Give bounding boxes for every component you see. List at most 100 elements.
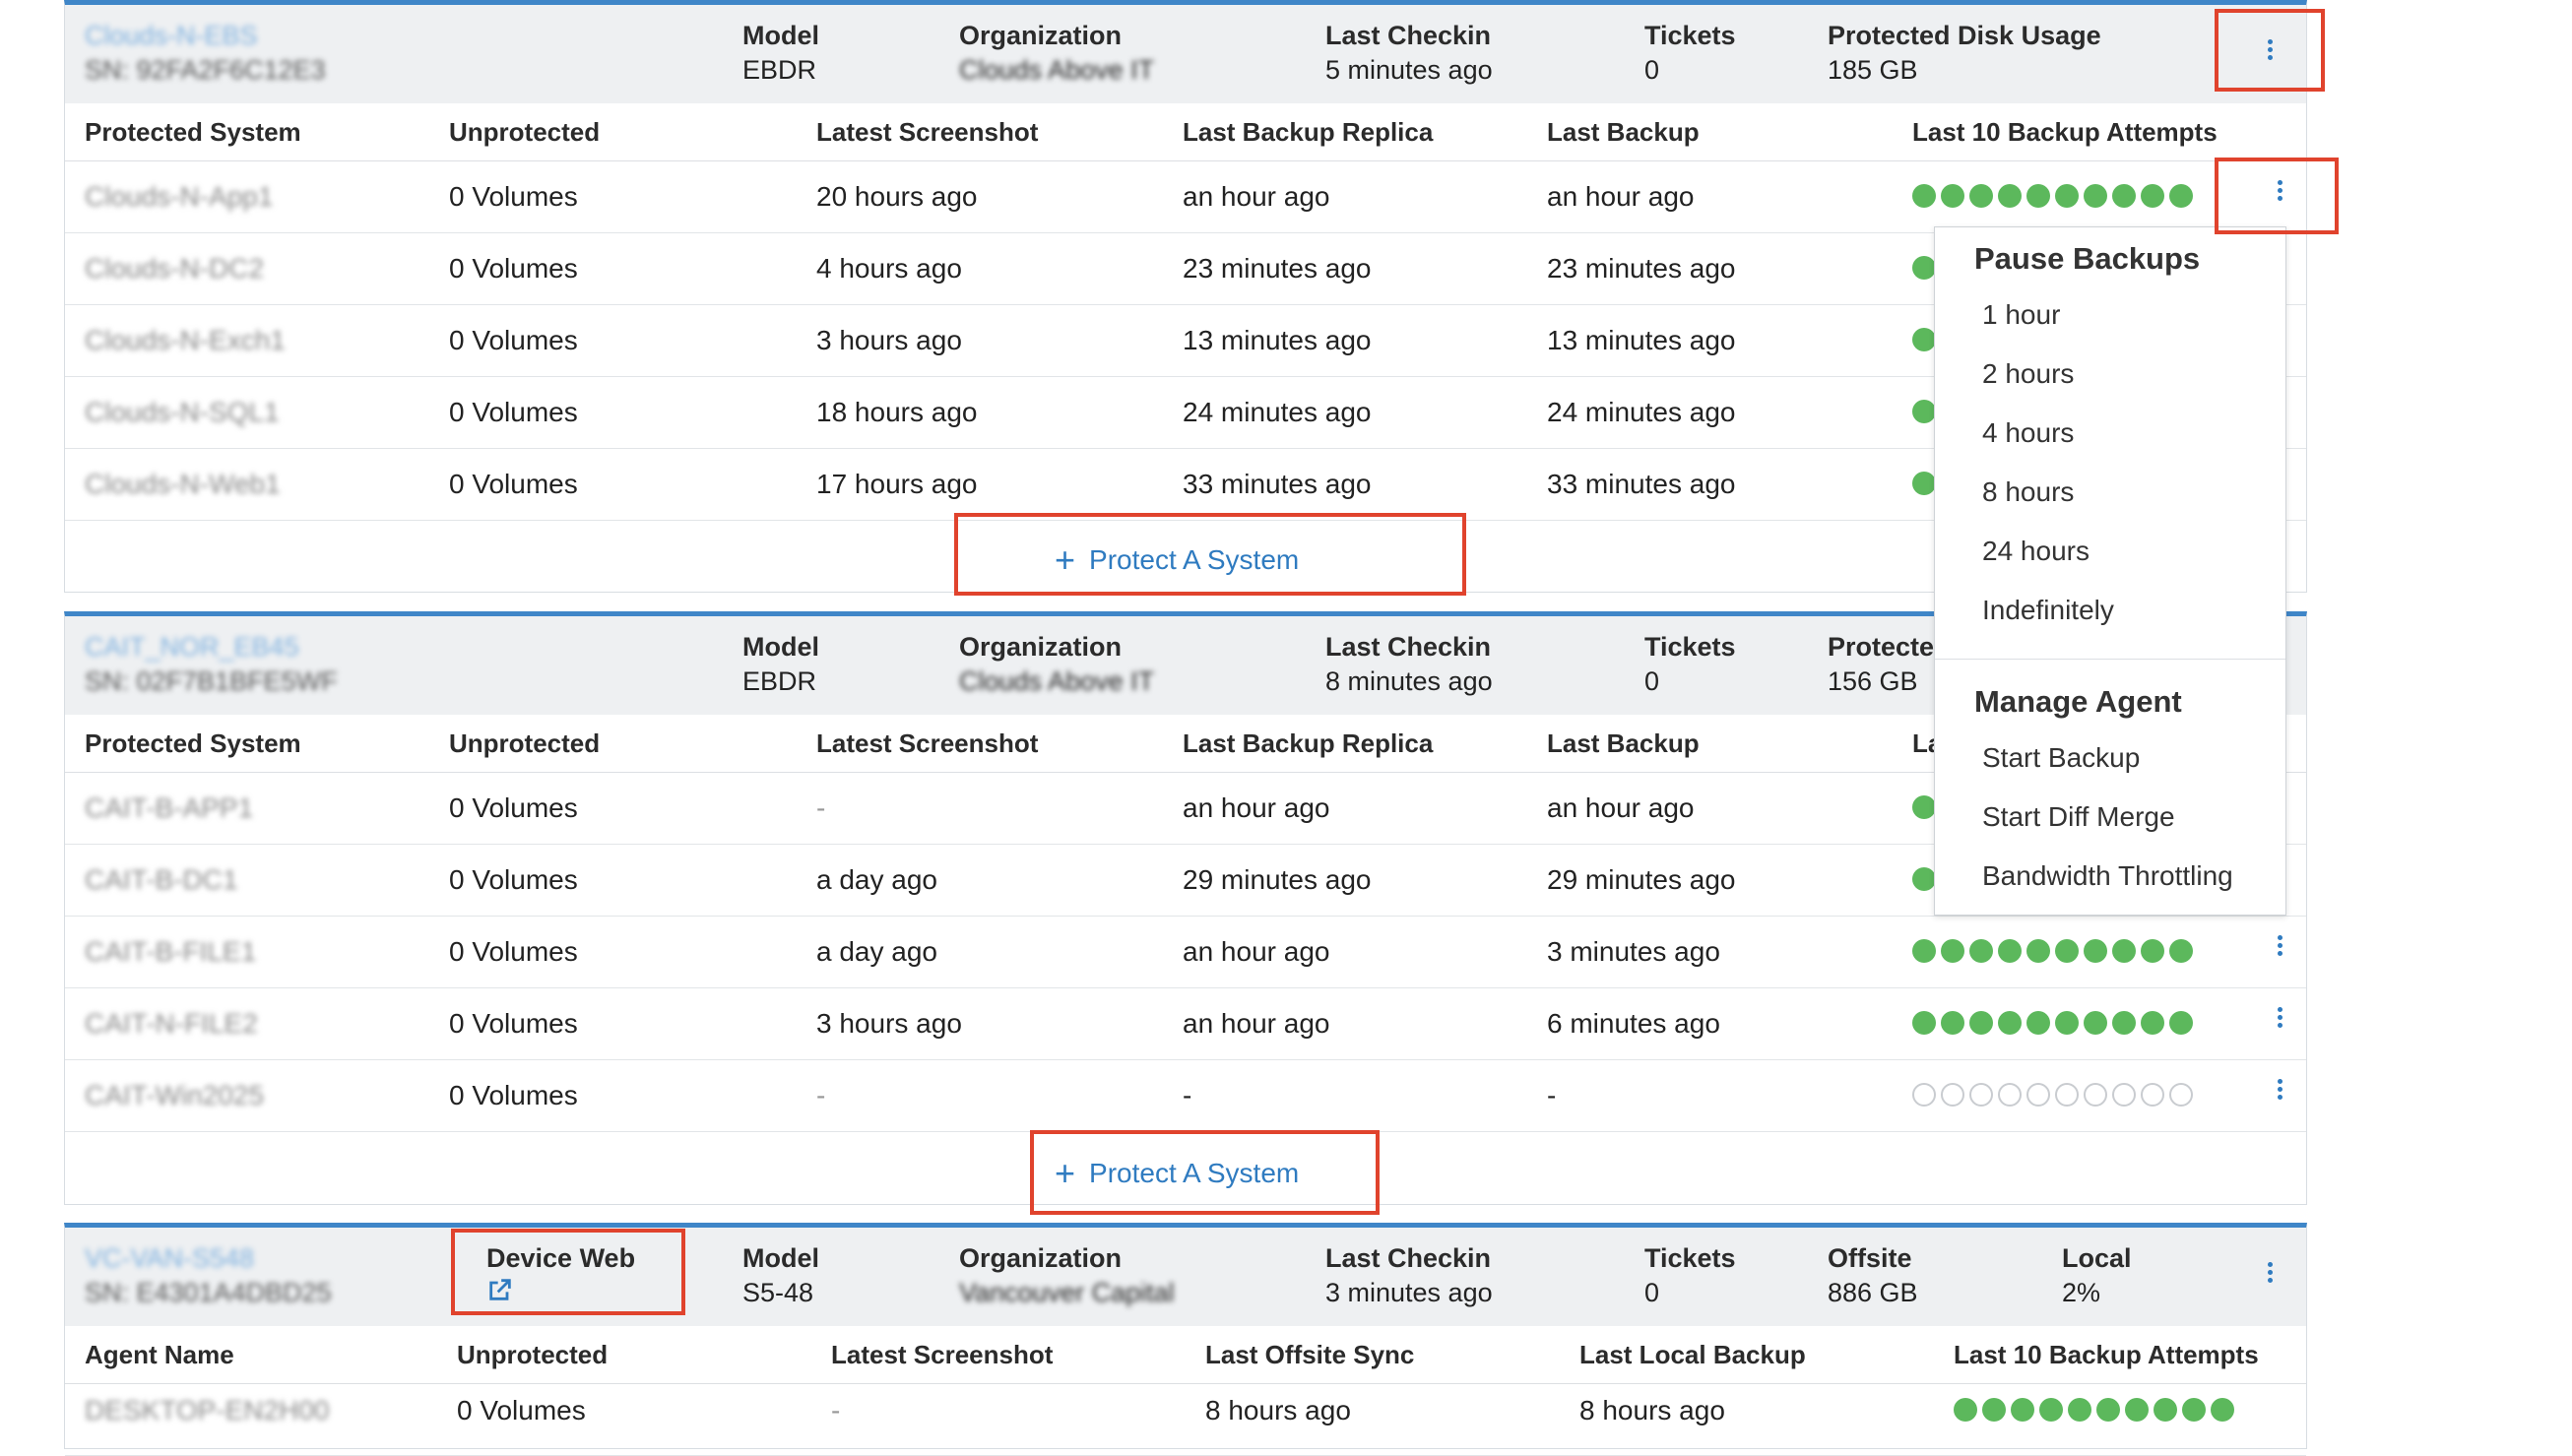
start-backup[interactable]: Start Backup	[1982, 742, 2141, 773]
backup-success-dot	[2112, 184, 2136, 208]
col-protected-system[interactable]: Protected System	[85, 117, 301, 147]
device-kebab-menu-icon[interactable]	[2260, 1259, 2280, 1298]
backup-attempts	[1912, 1083, 2198, 1108]
system-name[interactable]: Clouds-N-Exch1	[85, 325, 286, 355]
col-last-backup-replica[interactable]: Last Backup Replica	[1183, 117, 1434, 147]
system-name[interactable]: CAIT-B-APP1	[85, 792, 254, 823]
agent-name[interactable]: DESKTOP-EN2H00	[85, 1395, 330, 1425]
device-name-link[interactable]: VC-VAN-S548	[85, 1243, 255, 1273]
backup-value: an hour ago	[1547, 181, 1695, 212]
backup-success-dot	[1969, 939, 1993, 963]
backup-success-dot	[2011, 1398, 2034, 1422]
backup-success-dot	[2141, 1011, 2164, 1035]
col-agent-name[interactable]: Agent Name	[85, 1340, 234, 1369]
protect-system-label: Protect A System	[1089, 1158, 1300, 1188]
backup-success-dot	[2125, 1398, 2149, 1422]
organization-value: Vancouver Capital	[959, 1278, 1175, 1307]
tickets-label: Tickets	[1644, 1243, 1736, 1273]
system-name[interactable]: CAIT-B-DC1	[85, 864, 238, 895]
device-header: Clouds-N-EBS SN: 92FA2F6C12E3 Model EBDR…	[65, 5, 2306, 103]
col-last-10-attempts[interactable]: Last 10 Backup Attempts	[1954, 1340, 2259, 1369]
backup-value: 6 minutes ago	[1547, 1008, 1720, 1039]
plus-icon: +	[1055, 1153, 1076, 1193]
device-name-link[interactable]: CAIT_NOR_EB45	[85, 632, 299, 662]
offsite-value: 886 GB	[1828, 1278, 1918, 1307]
system-name[interactable]: CAIT-Win2025	[85, 1080, 265, 1110]
backup-success-dot	[2169, 939, 2193, 963]
table-header: Protected System Unprotected Latest Scre…	[65, 103, 2306, 161]
pause-4-hours[interactable]: 4 hours	[1982, 417, 2075, 448]
screenshot-value: 3 hours ago	[816, 325, 962, 355]
system-name[interactable]: CAIT-B-FILE1	[85, 936, 257, 967]
col-latest-screenshot[interactable]: Latest Screenshot	[816, 728, 1039, 758]
backup-success-dot	[2055, 184, 2079, 208]
screenshot-value: a day ago	[816, 936, 937, 967]
bandwidth-throttling[interactable]: Bandwidth Throttling	[1982, 860, 2233, 891]
protect-system-button[interactable]: + Protect A System	[1055, 1153, 1299, 1194]
pause-8-hours[interactable]: 8 hours	[1982, 476, 2075, 507]
system-name[interactable]: Clouds-N-Web1	[85, 469, 281, 499]
row-kebab-menu-icon[interactable]	[2270, 1004, 2289, 1044]
col-unprotected[interactable]: Unprotected	[457, 1340, 609, 1369]
backup-value: 23 minutes ago	[1547, 253, 1736, 284]
system-name[interactable]: CAIT-N-FILE2	[85, 1008, 258, 1039]
pause-2-hours[interactable]: 2 hours	[1982, 358, 2075, 389]
last-checkin-label: Last Checkin	[1325, 1243, 1492, 1273]
backup-success-dot	[1941, 184, 1964, 208]
offsite-label: Offsite	[1828, 1243, 1912, 1273]
col-last-backup[interactable]: Last Backup	[1547, 728, 1700, 758]
system-name[interactable]: Clouds-N-App1	[85, 181, 274, 212]
replica-value: 23 minutes ago	[1183, 253, 1372, 284]
row-kebab-menu-icon[interactable]	[2270, 177, 2289, 217]
col-protected-system[interactable]: Protected System	[85, 728, 301, 758]
row-kebab-menu-icon[interactable]	[2270, 932, 2289, 972]
col-last-offsite-sync[interactable]: Last Offsite Sync	[1205, 1340, 1415, 1369]
col-last-10-attempts[interactable]: Last 10 Backup Attempts	[1912, 117, 2218, 147]
backup-success-dot	[1941, 939, 1964, 963]
backup-success-dot	[2026, 1011, 2050, 1035]
model-label: Model	[742, 21, 819, 50]
last-checkin-value: 3 minutes ago	[1325, 1278, 1493, 1307]
backup-success-dot	[1998, 184, 2022, 208]
pause-indefinitely[interactable]: Indefinitely	[1982, 595, 2114, 625]
disk-usage-value: 156 GB	[1828, 666, 1918, 696]
organization-value: Clouds Above IT	[959, 666, 1155, 696]
organization-value: Clouds Above IT	[959, 55, 1155, 85]
backup-success-dot	[2068, 1398, 2091, 1422]
backup-success-dot	[2154, 1398, 2177, 1422]
device-name-link[interactable]: Clouds-N-EBS	[85, 21, 258, 50]
pause-24-hours[interactable]: 24 hours	[1982, 536, 2090, 566]
col-last-backup[interactable]: Last Backup	[1547, 117, 1700, 147]
col-last-local-backup[interactable]: Last Local Backup	[1579, 1340, 1806, 1369]
device-kebab-menu-icon[interactable]	[2260, 36, 2280, 76]
col-last-backup-replica[interactable]: Last Backup Replica	[1183, 728, 1434, 758]
col-unprotected[interactable]: Unprotected	[449, 728, 601, 758]
organization-label: Organization	[959, 632, 1123, 662]
backup-value: an hour ago	[1547, 792, 1695, 823]
device-card-3: VC-VAN-S548 SN: E4301A4DBD25 Device Web …	[64, 1223, 2307, 1456]
backup-success-dot	[2182, 1398, 2206, 1422]
pause-1-hour[interactable]: 1 hour	[1982, 299, 2061, 330]
backup-value: 33 minutes ago	[1547, 469, 1736, 499]
table-row: CAIT-Win2025 0 Volumes - - -	[65, 1059, 2306, 1132]
start-diff-merge[interactable]: Start Diff Merge	[1982, 801, 2175, 832]
backup-success-dot	[2055, 939, 2079, 963]
system-name[interactable]: Clouds-N-SQL1	[85, 397, 280, 427]
device-card-2: CAIT_NOR_EB45 SN: 02F7B1BFE5WF Model EBD…	[64, 611, 2307, 1205]
last-checkin-value: 5 minutes ago	[1325, 55, 1493, 85]
external-link-icon[interactable]	[486, 1276, 635, 1312]
protect-system-button[interactable]: + Protect A System	[1055, 539, 1299, 581]
replica-value: 29 minutes ago	[1183, 864, 1372, 895]
last-checkin-value: 8 minutes ago	[1325, 666, 1493, 696]
backup-value: -	[1547, 1080, 1557, 1110]
row-kebab-menu-icon[interactable]	[2270, 1076, 2289, 1115]
col-unprotected[interactable]: Unprotected	[449, 117, 601, 147]
system-name[interactable]: Clouds-N-DC2	[85, 253, 265, 284]
backup-success-dot	[2169, 1011, 2193, 1035]
replica-value: 13 minutes ago	[1183, 325, 1372, 355]
col-latest-screenshot[interactable]: Latest Screenshot	[816, 117, 1039, 147]
col-latest-screenshot[interactable]: Latest Screenshot	[831, 1340, 1054, 1369]
backup-success-dot	[1912, 1011, 1936, 1035]
device-serial: SN: E4301A4DBD25	[85, 1278, 332, 1307]
table-row: CAIT-B-FILE1 0 Volumes a day ago an hour…	[65, 916, 2306, 988]
